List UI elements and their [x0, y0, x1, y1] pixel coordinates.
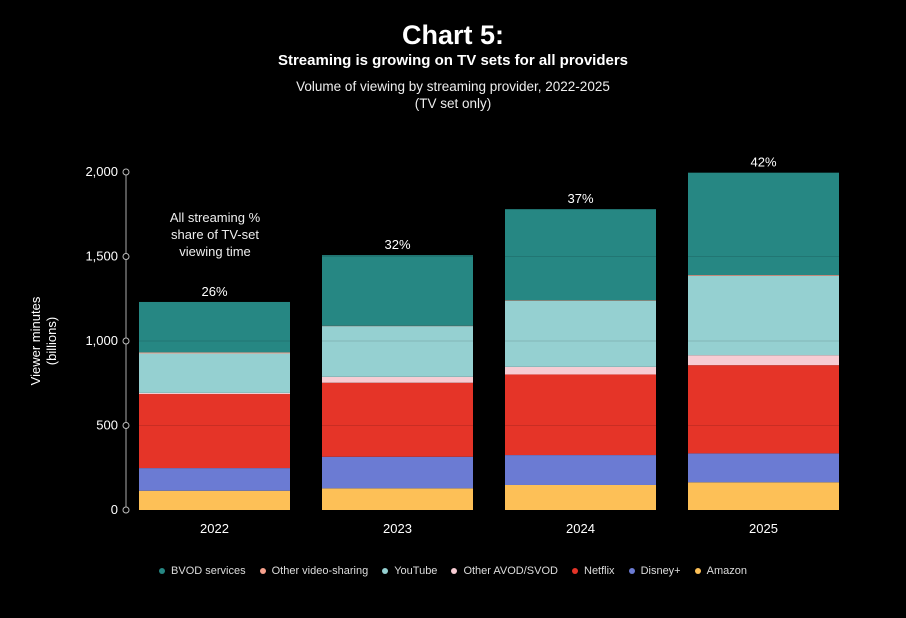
bar-segment-youtube: [688, 275, 839, 356]
bar-segment-other-avod-svod: [505, 366, 656, 375]
bar-segment-netflix: [139, 394, 290, 469]
bar-segment-netflix: [322, 382, 473, 457]
annotation-line: share of TV-set: [171, 227, 259, 242]
bar-segment-youtube: [505, 300, 656, 367]
y-axis-label: Viewer minutes(billions): [28, 296, 59, 385]
bar-segment-bvod-services: [688, 172, 839, 276]
bar-segment-other-avod-svod: [322, 376, 473, 383]
legend-label: Other AVOD/SVOD: [463, 565, 558, 577]
bar-segment-amazon: [505, 484, 656, 510]
y-tick-marker: [122, 253, 130, 260]
legend-item: Disney+: [628, 565, 681, 577]
x-tick-label: 2022: [200, 521, 229, 536]
bar-segment-youtube: [139, 353, 290, 393]
bar-segment-other-video-sharing: [139, 352, 290, 354]
legend-item: Other video-sharing: [259, 565, 369, 577]
x-tick-label: 2023: [383, 521, 412, 536]
legend-label: Netflix: [584, 565, 615, 577]
legend-dot-icon: [694, 568, 701, 574]
legend-item: Other AVOD/SVOD: [451, 565, 558, 577]
description-line-2: (TV set only): [414, 96, 492, 111]
y-tick-marker: [122, 168, 130, 176]
bar-segment-other-video-sharing: [505, 300, 656, 301]
bar-segment-amazon: [139, 490, 290, 510]
y-tick-marker: [122, 422, 130, 429]
bar-segment-disney-: [688, 453, 839, 483]
description-line-1: Volume of viewing by streaming provider,…: [296, 79, 610, 94]
legend-label: Other video-sharing: [271, 565, 369, 577]
y-tick-label: 2,000: [85, 164, 118, 179]
legend-dot-icon: [259, 568, 266, 574]
legend-dot-icon: [628, 568, 635, 574]
bar-segment-other-avod-svod: [688, 355, 839, 366]
legend-label: Disney+: [640, 565, 681, 577]
bar-segment-other-video-sharing: [688, 275, 839, 276]
total-share-label: 32%: [384, 237, 410, 252]
legend-dot-icon: [451, 568, 458, 574]
legend-dot-icon: [159, 568, 166, 574]
total-share-label: 37%: [567, 191, 593, 206]
bar-segment-bvod-services: [505, 209, 656, 301]
legend-label: Amazon: [706, 565, 747, 577]
chart-title: Chart 5:: [401, 20, 504, 50]
bar-segment-disney-: [505, 455, 656, 485]
y-tick-label: 500: [96, 418, 118, 433]
legend-item: BVOD services: [159, 565, 246, 577]
bar-segment-disney-: [322, 456, 473, 489]
bar-segment-netflix: [688, 365, 839, 454]
legend-dot-icon: [572, 568, 578, 574]
y-tick-marker: [122, 506, 130, 514]
bar-segment-netflix: [505, 374, 656, 456]
x-tick-label: 2025: [749, 521, 778, 536]
legend-label: YouTube: [394, 565, 438, 577]
legend-item: YouTube: [382, 565, 437, 577]
annotation-line: All streaming %: [170, 210, 261, 225]
chart-subtitle: Streaming is growing on TV sets for all …: [277, 52, 629, 69]
legend-item: Netflix: [572, 565, 615, 577]
bar-segment-bvod-services: [322, 255, 473, 326]
bar-segment-amazon: [688, 482, 839, 510]
bar-segment-bvod-services: [139, 301, 290, 353]
legend-item: Amazon: [694, 565, 747, 577]
legend: BVOD services Other video-sharing YouTube O…: [0, 565, 906, 577]
chart-description: Volume of viewing by streaming provider,…: [0, 78, 906, 112]
legend-dot-icon: [382, 568, 389, 574]
total-share-label: 26%: [201, 284, 227, 299]
x-tick-label: 2024: [566, 521, 595, 536]
bar-segment-disney-: [139, 468, 290, 491]
y-tick-label: 1,000: [85, 333, 118, 348]
y-tick-marker: [122, 337, 130, 345]
annotation-line: viewing time: [179, 244, 251, 259]
y-tick-label: 1,500: [85, 249, 118, 264]
y-tick-label: 0: [111, 502, 118, 517]
legend-label: BVOD services: [171, 565, 246, 577]
bar-segment-youtube: [322, 326, 473, 377]
bar-segment-amazon: [322, 488, 473, 510]
bar-segment-other-avod-svod: [139, 392, 290, 395]
total-share-label: 42%: [750, 155, 776, 170]
